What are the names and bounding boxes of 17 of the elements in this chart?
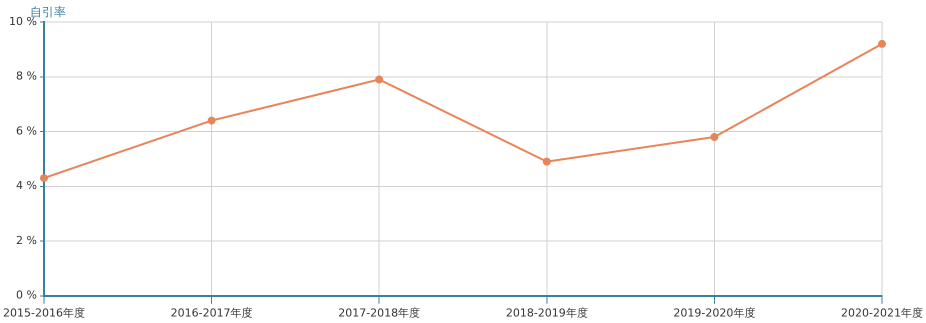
point (208, 116, 216, 125)
x-tick-label: 2019-2020年度 (673, 306, 756, 320)
point (40, 174, 48, 182)
x-tick-label: 2016-2017年度 (170, 306, 253, 320)
x-tick-label: 2018-2019年度 (506, 306, 588, 320)
point (542, 158, 551, 166)
x-tick-label: 2020-2021年度 (841, 306, 924, 320)
y-tick-label: 4 % (16, 179, 37, 192)
point (710, 132, 718, 141)
y-tick-label: 8 % (16, 70, 37, 83)
y-tick-label: 0 % (16, 288, 37, 302)
point (878, 40, 886, 48)
x-tick-label: 2017-2018年度 (338, 306, 420, 320)
x-tick-label: 2015-2016年度 (2, 306, 85, 320)
point (375, 76, 384, 84)
y-tick-label: 6 % (16, 124, 37, 138)
y-tick-label: 2 % (16, 234, 37, 247)
